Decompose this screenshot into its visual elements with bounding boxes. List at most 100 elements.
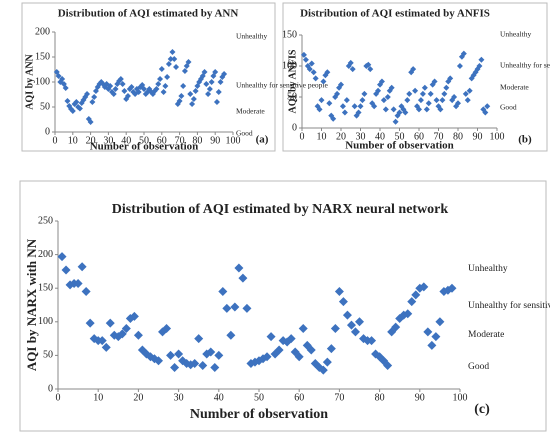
data-point [324, 69, 331, 76]
data-point [423, 327, 433, 337]
data-point [176, 98, 183, 104]
data-point [482, 109, 489, 116]
data-point [365, 61, 372, 68]
data-point [214, 350, 224, 360]
data-point [392, 118, 399, 125]
data-point [185, 59, 192, 65]
panel-frame [21, 2, 276, 152]
data-point [198, 360, 208, 370]
panel-label: (a) [256, 134, 269, 146]
data-point [174, 349, 184, 359]
y-tick-label: 0 [48, 383, 53, 394]
data-point [419, 90, 426, 97]
data-point [421, 84, 428, 91]
x-tick-label: 0 [56, 392, 61, 403]
data-point [266, 332, 276, 342]
data-point [326, 344, 336, 354]
data-point [55, 73, 62, 79]
data-point [367, 336, 377, 346]
data-point [84, 91, 91, 97]
data-point [171, 56, 178, 62]
data-point [121, 88, 128, 94]
data-point [57, 252, 67, 262]
data-point [384, 94, 391, 100]
y-tick-label: 0 [45, 126, 50, 137]
data-point [286, 334, 296, 344]
data-point [234, 263, 244, 273]
chart-title: Distribution of AQI estimated by NARX ne… [112, 202, 449, 217]
data-point [417, 97, 424, 104]
data-point [164, 74, 171, 80]
data-point [97, 336, 107, 346]
data-point [338, 81, 344, 88]
data-point [178, 93, 185, 99]
data-point [117, 329, 127, 339]
data-point [380, 97, 387, 104]
data-point [351, 103, 358, 110]
data-point [218, 287, 228, 297]
data-point [153, 86, 160, 92]
x-tick-label: 20 [133, 392, 143, 403]
data-point [464, 97, 471, 104]
data-point [107, 83, 114, 89]
data-point [298, 324, 308, 334]
data-point [341, 109, 348, 116]
data-point [322, 357, 332, 367]
data-point [158, 66, 165, 72]
data-point [64, 98, 71, 104]
x-tick-label: 100 [453, 392, 468, 403]
x-tick-label: 10 [317, 131, 327, 142]
data-point [330, 324, 340, 334]
data-point [187, 91, 194, 97]
x-tick-label: 20 [86, 135, 96, 146]
y-tick-label: 0 [292, 122, 297, 133]
data-point [181, 68, 188, 74]
data-point [217, 79, 224, 85]
panel-label: (b) [518, 134, 532, 146]
data-point [451, 94, 458, 100]
data-point [433, 97, 440, 104]
data-point [157, 76, 164, 82]
data-point [208, 79, 215, 85]
data-point [250, 357, 260, 367]
data-point [476, 63, 483, 69]
data-point [101, 342, 111, 352]
data-point [206, 347, 216, 357]
data-point [447, 283, 457, 293]
data-point [262, 352, 272, 362]
data-point [213, 99, 220, 105]
data-point [318, 97, 325, 104]
data-point [404, 97, 411, 104]
data-point [350, 327, 360, 337]
data-point [91, 94, 98, 100]
data-point [411, 290, 421, 300]
data-point [160, 89, 167, 95]
data-point [215, 89, 222, 95]
data-point [312, 75, 319, 82]
x-tick-label: 80 [375, 392, 385, 403]
data-point [221, 71, 228, 77]
data-point [403, 309, 413, 319]
data-point [338, 297, 348, 307]
y-tick-label: 200 [38, 249, 53, 260]
x-tick-label: 100 [226, 135, 241, 146]
y-tick-label: 250 [38, 215, 53, 226]
data-point [117, 76, 124, 82]
data-point [439, 97, 446, 104]
annotation: Unhealthy [500, 30, 531, 39]
data-point [406, 90, 413, 97]
data-point [361, 90, 368, 97]
data-point [357, 103, 364, 110]
annotation: Moderate [468, 330, 504, 340]
data-point [274, 345, 284, 355]
annotation: Moderate [236, 107, 265, 116]
data-point [320, 78, 327, 85]
y-tick-label: 100 [35, 76, 50, 87]
data-point [367, 66, 374, 73]
x-tick-label: 60 [414, 131, 424, 142]
x-tick-label: 40 [121, 135, 131, 146]
data-point [201, 69, 208, 75]
data-point [339, 103, 346, 110]
data-point [61, 265, 71, 275]
data-point [359, 97, 366, 104]
